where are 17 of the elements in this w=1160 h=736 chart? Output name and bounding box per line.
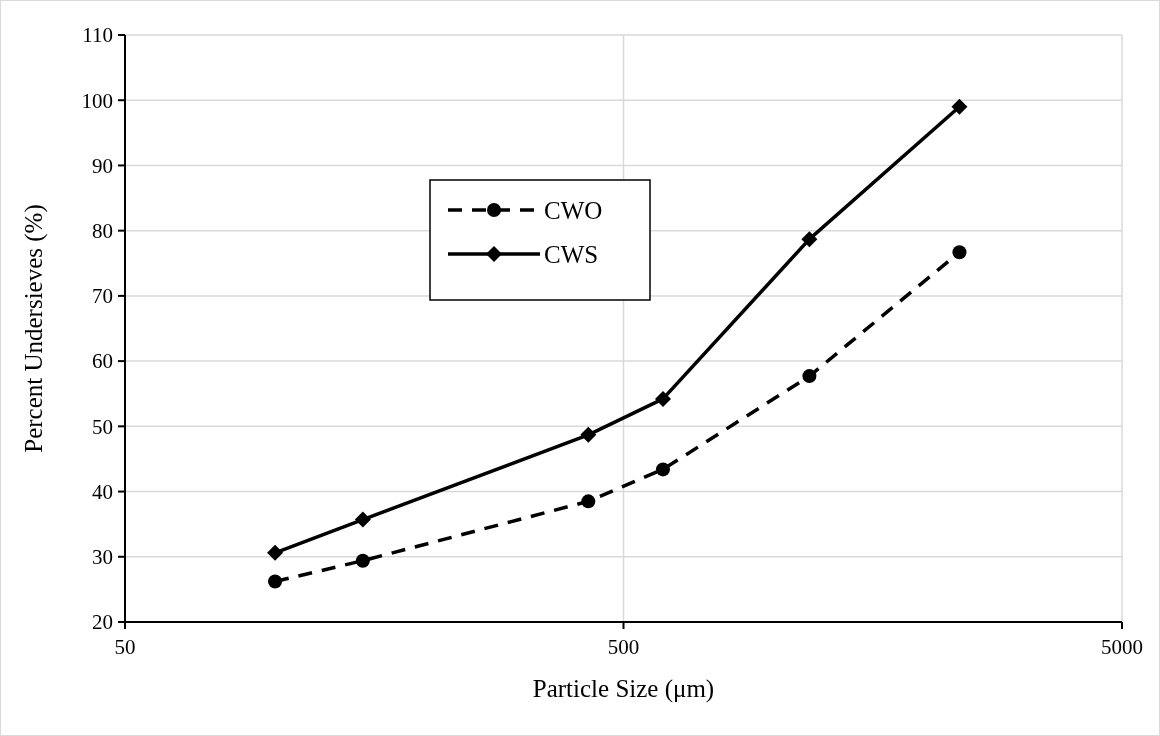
y-tick-label: 70 <box>92 284 113 309</box>
x-axis-title: Particle Size (μm) <box>532 675 715 703</box>
y-tick-label: 80 <box>92 219 113 244</box>
y-tick-label: 110 <box>82 23 113 48</box>
y-tick-label: 90 <box>92 153 113 178</box>
y-axis-title: Percent Undersieves (%) <box>20 204 48 453</box>
legend-label: CWS <box>544 240 599 268</box>
x-tick-label: 5000 <box>1101 635 1143 659</box>
x-tick-label: 500 <box>607 635 640 659</box>
y-tick-label: 100 <box>81 88 113 113</box>
y-tick-label: 40 <box>92 479 113 504</box>
y-tick-label: 60 <box>92 349 113 374</box>
y-tick-label: 20 <box>92 610 113 635</box>
y-tick-label: 50 <box>92 414 113 439</box>
x-tick-label: 50 <box>114 635 136 659</box>
legend-label: CWO <box>544 196 603 224</box>
y-tick-label: 30 <box>92 545 113 570</box>
